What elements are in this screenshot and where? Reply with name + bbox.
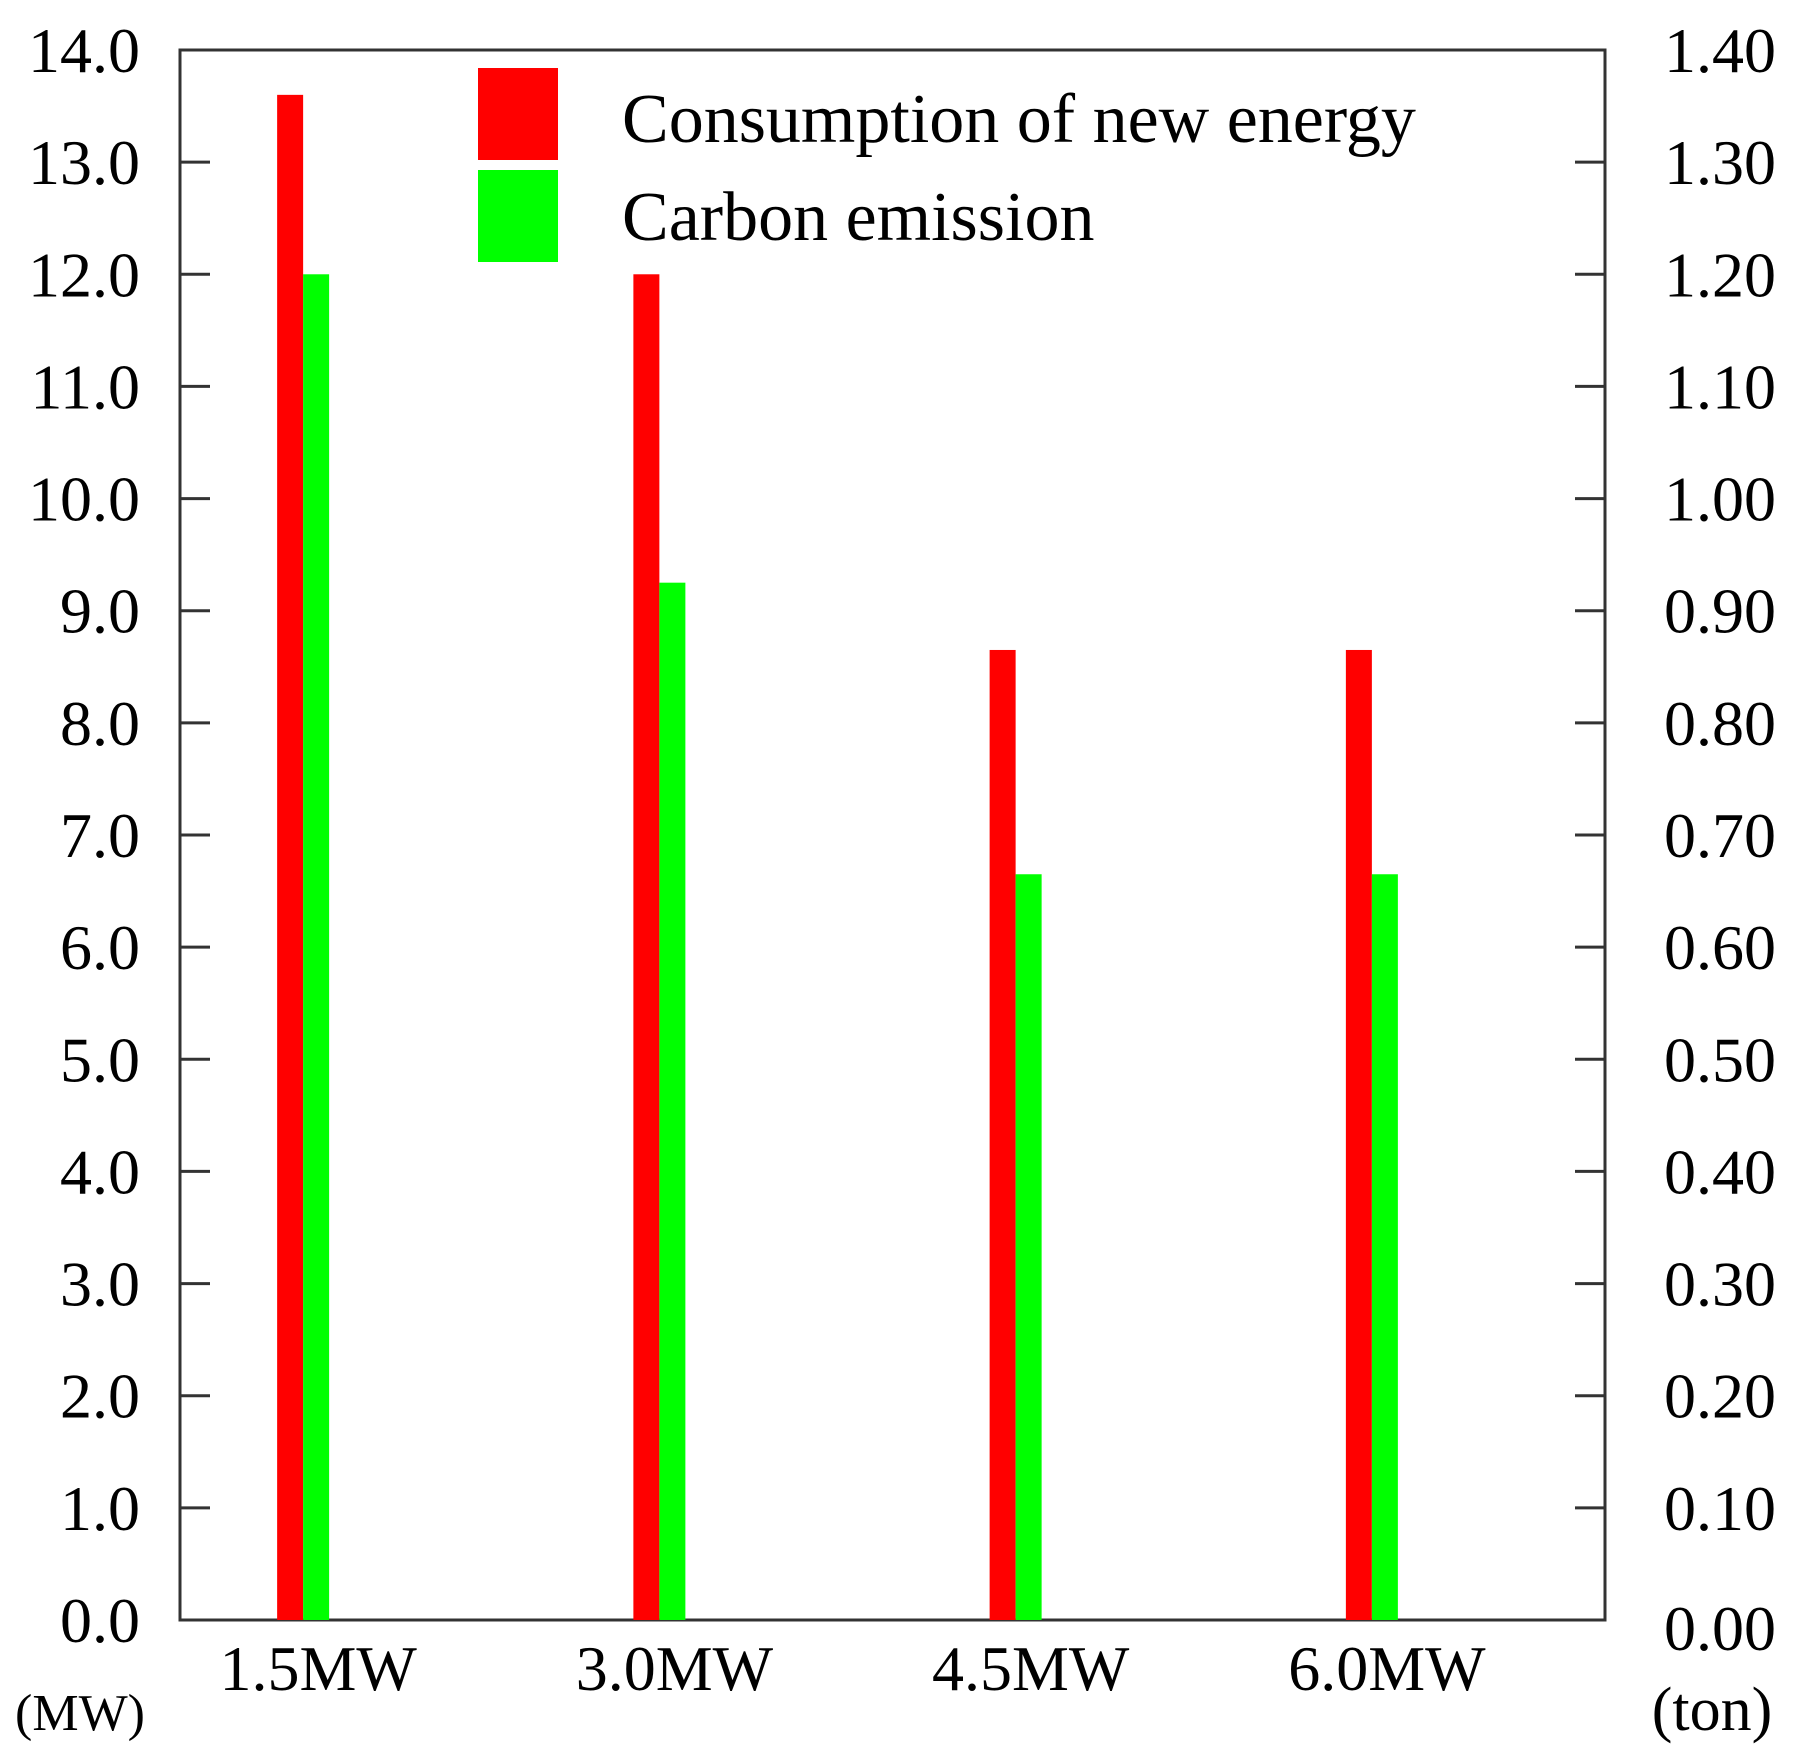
right-tick-label: 1.20 (1664, 239, 1776, 310)
bar-carbon-1 (659, 582, 686, 1620)
right-tick-label: 0.20 (1664, 1361, 1776, 1432)
x-tick-label: 1.5MW (219, 1633, 417, 1704)
left-tick-label: 12.0 (28, 239, 140, 310)
bar-carbon-3 (1371, 874, 1398, 1620)
x-axis: 1.5MW 3.0MW 4.5MW 6.0MW (219, 1633, 1486, 1704)
left-axis-unit: (MW) (15, 1685, 145, 1742)
left-tick-label: 13.0 (28, 127, 140, 198)
left-tick-label: 4.0 (60, 1136, 140, 1207)
legend: Consumption of new energy Carbon emissio… (478, 68, 1416, 262)
right-tick-label: 1.00 (1664, 464, 1776, 535)
left-tick-label: 7.0 (60, 800, 140, 871)
legend-label-carbon: Carbon emission (622, 179, 1094, 256)
bar-consumption-2 (989, 649, 1016, 1620)
x-tick-label: 3.0MW (576, 1633, 774, 1704)
right-tick-label: 0.90 (1664, 576, 1776, 647)
left-tick-label: 8.0 (60, 688, 140, 759)
left-tick-label: 1.0 (60, 1473, 140, 1544)
bar-consumption-0 (277, 94, 304, 1620)
right-tick-label: 0.80 (1664, 688, 1776, 759)
left-tick-label: 14.0 (28, 15, 140, 86)
right-tick-label: 1.30 (1664, 127, 1776, 198)
bar-consumption-3 (1345, 649, 1372, 1620)
right-tick-label: 1.40 (1664, 15, 1776, 86)
left-tick-label: 10.0 (28, 464, 140, 535)
right-tick-label: 0.40 (1664, 1136, 1776, 1207)
left-axis: 0.0 1.0 2.0 3.0 4.0 5.0 6.0 7.0 8.0 9.0 10.0 11.0 12… (28, 15, 210, 1656)
legend-swatch-consumption (478, 68, 558, 160)
legend-swatch-carbon (478, 170, 558, 262)
left-tick-label: 11.0 (30, 351, 140, 422)
legend-label-consumption: Consumption of new energy (622, 81, 1416, 158)
right-tick-label: 0.50 (1664, 1024, 1776, 1095)
right-tick-label: 0.30 (1664, 1249, 1776, 1320)
bar-carbon-0 (303, 274, 330, 1621)
left-tick-label: 5.0 (60, 1024, 140, 1095)
x-tick-label: 6.0MW (1288, 1633, 1486, 1704)
bars (277, 94, 1398, 1621)
right-axis: 0.00 0.10 0.20 0.30 0.40 0.50 0.60 0.70 0.80 0.90… (1575, 15, 1776, 1664)
left-tick-label: 0.0 (60, 1585, 140, 1656)
x-tick-label: 4.5MW (932, 1633, 1130, 1704)
right-tick-label: 0.60 (1664, 912, 1776, 983)
right-axis-unit: (ton) (1652, 1676, 1773, 1744)
bar-carbon-2 (1015, 874, 1042, 1620)
right-tick-label: 0.10 (1664, 1473, 1776, 1544)
right-tick-label: 0.00 (1664, 1593, 1776, 1664)
left-tick-label: 6.0 (60, 912, 140, 983)
left-tick-label: 9.0 (60, 576, 140, 647)
right-tick-label: 0.70 (1664, 800, 1776, 871)
left-tick-label: 3.0 (60, 1249, 140, 1320)
left-tick-label: 2.0 (60, 1361, 140, 1432)
bar-consumption-1 (633, 274, 660, 1621)
right-tick-label: 1.10 (1664, 351, 1776, 422)
